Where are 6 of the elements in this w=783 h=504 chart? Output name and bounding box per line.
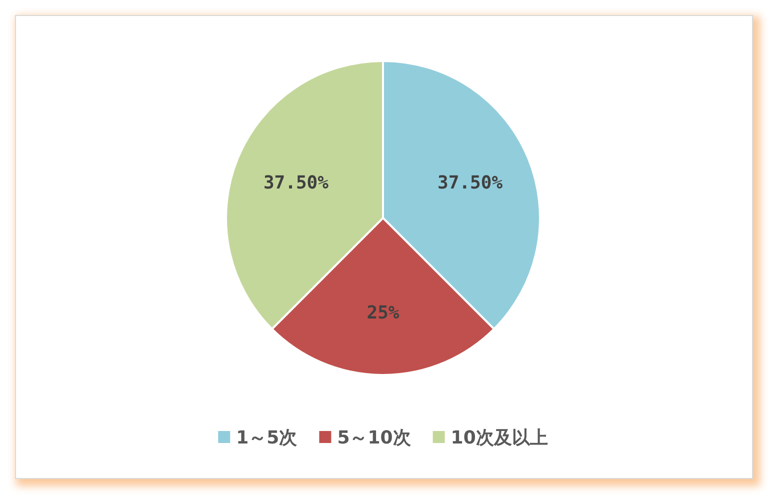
data-label: 37.50% xyxy=(263,172,329,194)
legend-label: 1～5次 xyxy=(236,427,298,448)
legend-label: 5～10次 xyxy=(337,427,412,448)
data-label: 25% xyxy=(366,302,400,324)
data-label: 37.50% xyxy=(438,172,503,194)
legend-label: 10次及以上 xyxy=(450,427,548,448)
